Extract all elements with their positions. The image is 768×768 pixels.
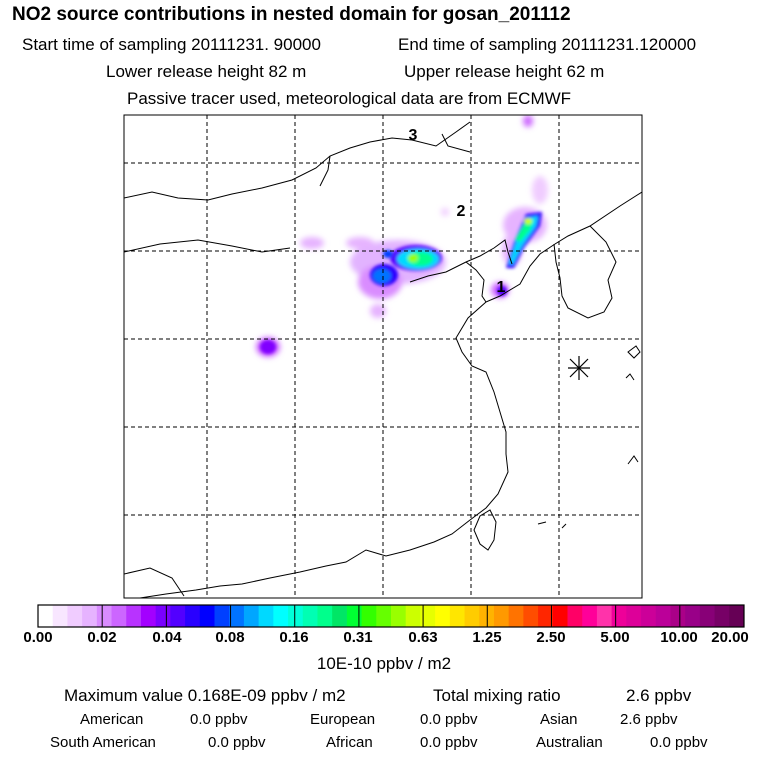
- colorbar-cell: [140, 605, 157, 627]
- colorbar-cell: [82, 605, 98, 627]
- colorbar-cell: [699, 605, 715, 627]
- colorbar-cell: [552, 605, 568, 627]
- colorbar-cell: [596, 605, 613, 627]
- start-time-label: Start time of sampling 20111231. 90000: [22, 35, 321, 54]
- colorbar-dividers: [101, 605, 681, 627]
- australian-value: 0.0 ppbv: [650, 734, 708, 751]
- colorbar-cell: [508, 605, 524, 627]
- colorbar-tick-label: 10.00: [660, 629, 698, 646]
- colorbar-cell: [538, 605, 554, 627]
- colorbar-tick-label: 0.08: [215, 629, 245, 646]
- colorbar-cell: [405, 605, 421, 627]
- colorbar-cell: [52, 605, 68, 627]
- marker-label-2: 2: [457, 203, 466, 220]
- colorbar-cell: [582, 605, 598, 627]
- colorbar: [38, 605, 745, 627]
- colorbar-tick-label: 20.00: [711, 629, 749, 646]
- colorbar-tick-label: 2.50: [536, 629, 566, 646]
- grid-lines: [124, 115, 642, 598]
- asian-label: Asian: [540, 711, 578, 728]
- colorbar-tick-label: 0.31: [343, 629, 373, 646]
- colorbar-cell: [170, 605, 186, 627]
- max-value-label: Maximum value 0.168E-09 ppbv / m2: [64, 686, 346, 705]
- colorbar-cell: [464, 605, 480, 627]
- colorbar-cell: [199, 605, 215, 627]
- asterisk-icon: [568, 356, 590, 380]
- colorbar-cell: [729, 605, 745, 627]
- colorbar-cell: [420, 605, 436, 627]
- total-mixing-label: Total mixing ratio: [433, 686, 561, 705]
- lower-release-label: Lower release height 82 m: [106, 62, 307, 81]
- plume-outer: [256, 115, 548, 357]
- colorbar-cell: [288, 605, 304, 627]
- colorbar-cell: [523, 605, 539, 627]
- colorbar-cell: [243, 605, 260, 627]
- african-label: African: [326, 734, 373, 751]
- south-american-label: South American: [50, 734, 156, 751]
- colorbar-tick-label: 1.25: [472, 629, 502, 646]
- colorbar-frame: [37, 604, 745, 628]
- colorbar-cell: [346, 605, 362, 627]
- colorbar-cell: [449, 605, 465, 627]
- australian-label: Australian: [536, 734, 603, 751]
- colorbar-cell: [493, 605, 510, 627]
- colorbar-tick-label: 0.63: [408, 629, 438, 646]
- colorbar-cell: [626, 605, 642, 627]
- african-value: 0.0 ppbv: [420, 734, 478, 751]
- colorbar-tick-label: 0.16: [279, 629, 309, 646]
- upper-release-label: Upper release height 62 m: [404, 62, 605, 81]
- colorbar-cell: [714, 605, 730, 627]
- marker-label-3: 3: [409, 127, 418, 144]
- american-value: 0.0 ppbv: [190, 711, 248, 728]
- colorbar-cell: [185, 605, 201, 627]
- colorbar-cell: [273, 605, 289, 627]
- colorbar-cell: [155, 605, 171, 627]
- total-mixing-value: 2.6 ppbv: [626, 686, 692, 705]
- colorbar-tick-label: 0.04: [152, 629, 182, 646]
- colorbar-cell: [376, 605, 392, 627]
- coastlines: [124, 121, 642, 598]
- european-value: 0.0 ppbv: [420, 711, 478, 728]
- south-american-value: 0.0 ppbv: [208, 734, 266, 751]
- colorbar-cell: [214, 605, 230, 627]
- colorbar-cell: [258, 605, 274, 627]
- colorbar-cell: [391, 605, 407, 627]
- colorbar-cell: [641, 605, 657, 627]
- colorbar-cell: [67, 605, 83, 627]
- map-frame: [123, 114, 643, 599]
- american-label: American: [80, 711, 144, 728]
- colorbar-tick-label: 0.00: [23, 629, 53, 646]
- colorbar-cell: [229, 605, 245, 627]
- asian-value: 2.6 ppbv: [620, 711, 678, 728]
- colorbar-cell: [38, 605, 54, 627]
- plume-field: [256, 115, 548, 357]
- tracer-note: Passive tracer used, meteorological data…: [127, 89, 572, 108]
- colorbar-cell: [611, 605, 627, 627]
- colorbar-cell: [111, 605, 127, 627]
- colorbar-unit: 10E-10 ppbv / m2: [316, 654, 452, 673]
- marker-label-1: 1: [497, 279, 506, 296]
- colorbar-cell: [332, 605, 348, 627]
- colorbar-cell: [685, 605, 701, 627]
- colorbar-cell: [567, 605, 583, 627]
- colorbar-cell: [96, 605, 112, 627]
- colorbar-cell: [655, 605, 671, 627]
- colorbar-cell: [670, 605, 686, 627]
- plume-inner: [260, 212, 542, 354]
- end-time-label: End time of sampling 20111231.120000: [398, 35, 697, 54]
- european-label: European: [310, 711, 376, 728]
- page-title: NO2 source contributions in nested domai…: [12, 4, 571, 25]
- colorbar-cell: [435, 605, 451, 627]
- colorbar-cell: [302, 605, 318, 627]
- colorbar-cell: [317, 605, 333, 627]
- colorbar-tick-label: 5.00: [600, 629, 630, 646]
- colorbar-tick-label: 0.02: [87, 629, 117, 646]
- colorbar-cell: [361, 605, 377, 627]
- colorbar-cell: [126, 605, 142, 627]
